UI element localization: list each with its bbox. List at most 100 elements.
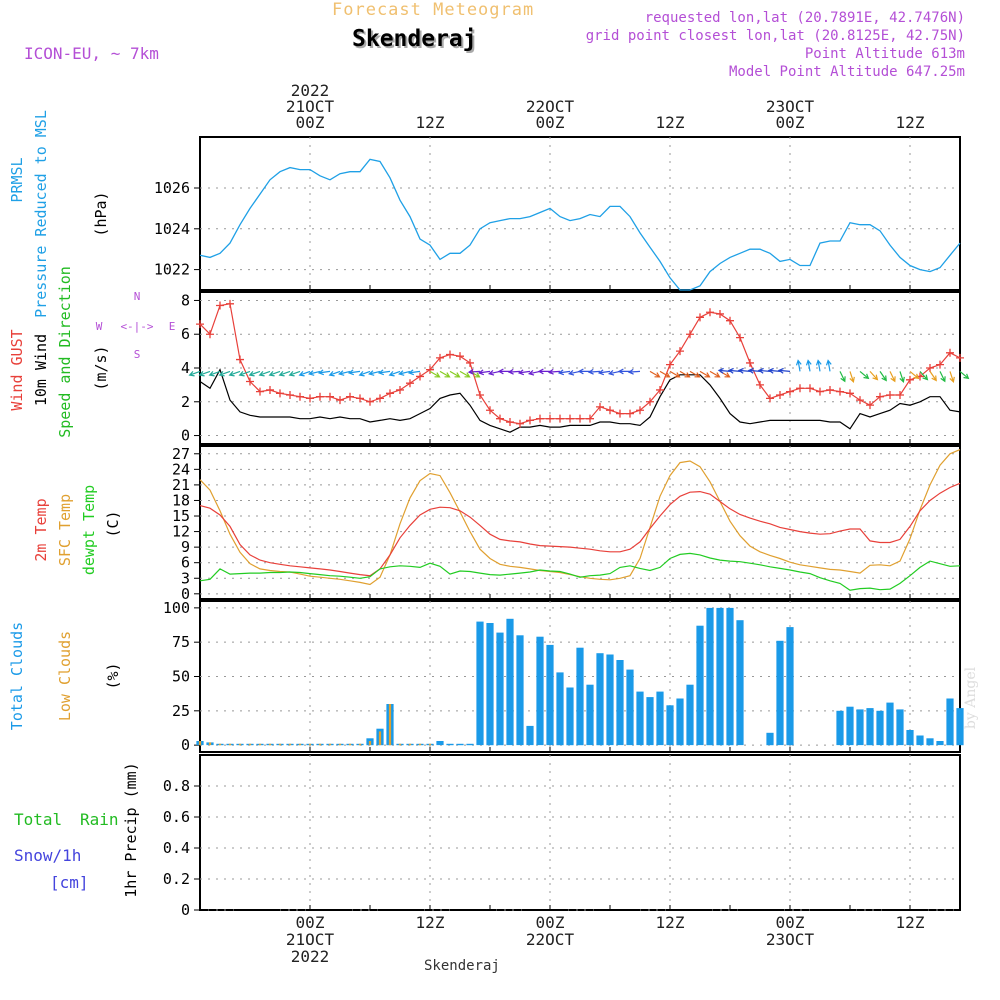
compass-arrow: <-|-> — [120, 320, 153, 333]
wind-arrow — [669, 370, 681, 378]
gust-point — [826, 385, 834, 394]
gust-point — [456, 352, 464, 361]
precip-gridlines — [200, 755, 960, 911]
wind-arrow — [689, 370, 701, 378]
low-cloud-bar — [348, 743, 352, 746]
total-cloud-bar — [906, 730, 914, 746]
gust-point — [846, 389, 854, 398]
wind-arrow — [709, 370, 721, 378]
pressure-unit: (hPa) — [92, 191, 110, 236]
low-cloud-bar — [268, 743, 272, 746]
total-cloud-bar — [776, 640, 784, 746]
gust-markers — [196, 299, 964, 428]
gust-point — [886, 391, 894, 400]
wind-unit: (m/s) — [92, 345, 110, 390]
total-cloud-bar — [946, 698, 954, 746]
total-cloud-bar — [706, 607, 714, 746]
low-cloud-bar — [378, 731, 382, 746]
wind-arrow — [258, 370, 271, 377]
gust-point — [596, 402, 604, 411]
cloud-label-low: Low Clouds — [56, 631, 74, 721]
product-title: Forecast Meteogram — [332, 0, 535, 20]
top-time-label: 00Z — [536, 113, 565, 132]
temp-unit: (C) — [104, 510, 122, 537]
watermark: by Angel — [963, 666, 980, 730]
total-cloud-bar — [716, 607, 724, 746]
low-cloud-bar — [278, 743, 282, 746]
y-tick-label: 50 — [172, 668, 190, 686]
wind-label-gust: Wind GUST — [8, 329, 26, 410]
low-cloud-bar — [208, 742, 212, 746]
gust-point — [816, 387, 824, 396]
wind-arrow — [597, 369, 611, 376]
requested-coords: requested lon,lat (20.7891E, 42.7476N) — [644, 10, 965, 26]
low-cloud-bars — [198, 704, 432, 746]
y-tick-label: 0.6 — [163, 808, 190, 826]
wind-label-10m: 10m Wind — [32, 334, 50, 406]
wind-arrow — [388, 370, 401, 377]
wind-arrow — [899, 371, 905, 383]
total-cloud-bar — [446, 743, 454, 746]
low-cloud-bar — [288, 743, 292, 746]
wind-arrow — [577, 368, 590, 375]
footer-location: Skenderaj — [424, 958, 500, 974]
y-tick-label: 0.8 — [163, 777, 190, 795]
y-tick-label: 75 — [172, 633, 190, 651]
pressure-label-prmsl: PRMSL — [8, 157, 26, 202]
gridpoint-coords: grid point closest lon,lat (20.8125E, 42… — [585, 28, 965, 44]
gust-point — [396, 385, 404, 394]
wind-arrow — [228, 370, 241, 377]
wind-arrow — [767, 367, 781, 374]
compass-e: E — [169, 320, 176, 333]
gust-point — [426, 365, 434, 374]
y-tick-label: 4 — [181, 359, 190, 377]
gust-point — [276, 389, 284, 398]
gust-point — [266, 385, 274, 394]
low-cloud-bar — [258, 743, 262, 746]
bottom-time-label: 12Z — [656, 913, 685, 932]
wind-arrow — [188, 370, 201, 377]
wind-arrow — [288, 370, 301, 377]
y-tick-label: 0 — [181, 585, 190, 603]
bottom-time-label: 12Z — [416, 913, 445, 932]
gust-point — [676, 347, 684, 356]
gust-point — [946, 348, 954, 357]
gust-point — [926, 364, 934, 372]
pressure-label-reduced: Pressure Reduced to MSL — [32, 110, 50, 318]
low-cloud-bar — [318, 743, 322, 746]
gust-point — [896, 391, 904, 400]
total-cloud-bar — [546, 644, 554, 746]
wind-arrow — [567, 369, 581, 376]
wind-arrow — [757, 367, 771, 374]
total-cloud-bar — [856, 709, 864, 746]
total-cloud-bar — [766, 732, 774, 746]
wind-arrow — [368, 370, 381, 376]
wind-arrow — [557, 369, 571, 376]
wind-arrow — [208, 370, 221, 377]
gust-point — [646, 397, 654, 406]
wind-arrow — [747, 367, 761, 374]
wind-arrow — [507, 368, 521, 375]
compass-s: S — [134, 348, 141, 361]
gust-point — [356, 394, 364, 403]
gust-point — [546, 414, 554, 423]
temp-label-sfc: SFC Temp — [56, 494, 74, 566]
total-cloud-bar — [656, 691, 664, 746]
gust-point — [856, 396, 864, 405]
total-cloud-bar — [566, 687, 574, 746]
gust-point — [586, 414, 594, 423]
model-point-altitude: Model Point Altitude 647.25m — [728, 64, 965, 80]
gust-point — [446, 350, 454, 359]
wind-arrow — [869, 370, 879, 381]
y-tick-label: 0 — [181, 736, 190, 754]
pressure-line — [199, 158, 961, 291]
precip-frame — [199, 754, 961, 911]
gust-point — [806, 384, 814, 393]
total-cloud-bar — [576, 647, 584, 746]
total-cloud-bar — [666, 705, 674, 746]
low-cloud-bar — [408, 743, 412, 746]
y-tick-label: 9 — [181, 538, 190, 556]
gust-point — [796, 384, 804, 393]
low-cloud-bar — [248, 743, 252, 746]
total-cloud-bar — [956, 708, 964, 746]
